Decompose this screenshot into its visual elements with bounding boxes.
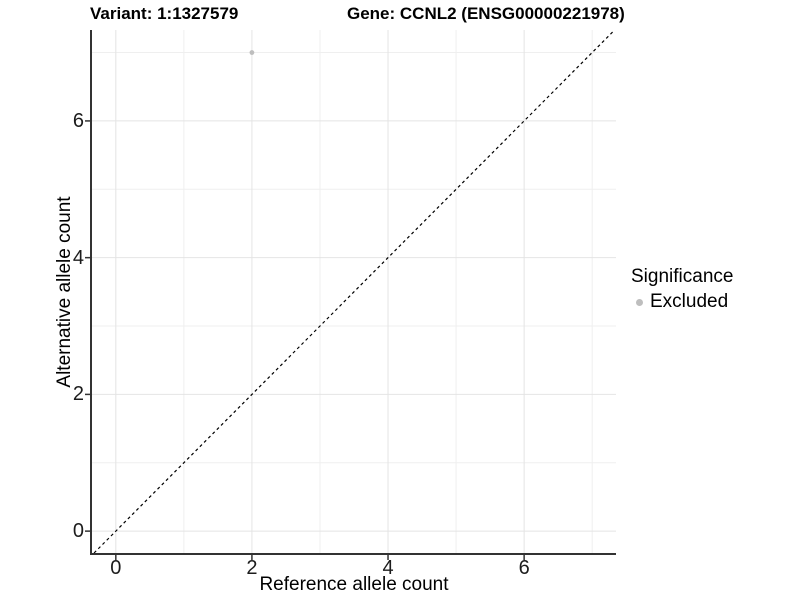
plot-title-gene: Gene: CCNL2 (ENSG00000221978) [347,4,625,23]
y-tick-label: 4 [72,246,84,269]
x-tick-label: 6 [518,557,530,579]
legend-point-icon [636,298,643,306]
plot-title-variant: Variant: 1:1327579 [90,4,239,23]
data-point [249,50,255,55]
x-tick-label: 4 [382,557,394,579]
legend-item-excluded: Excluded [631,291,733,313]
y-axis-title: Alternative allele count [54,196,75,388]
y-tick-label: 6 [72,109,84,132]
y-tick-label: 2 [72,383,84,406]
x-tick-label: 0 [110,557,122,579]
legend-item-label: Excluded [650,291,729,312]
x-axis-title: Reference allele count [259,574,449,595]
legend-title: Significance [631,266,734,287]
identity-reference-line [93,29,616,554]
legend: Significance Excluded [631,266,733,313]
y-tick-label: 0 [72,520,84,543]
x-tick-label: 2 [246,557,258,579]
